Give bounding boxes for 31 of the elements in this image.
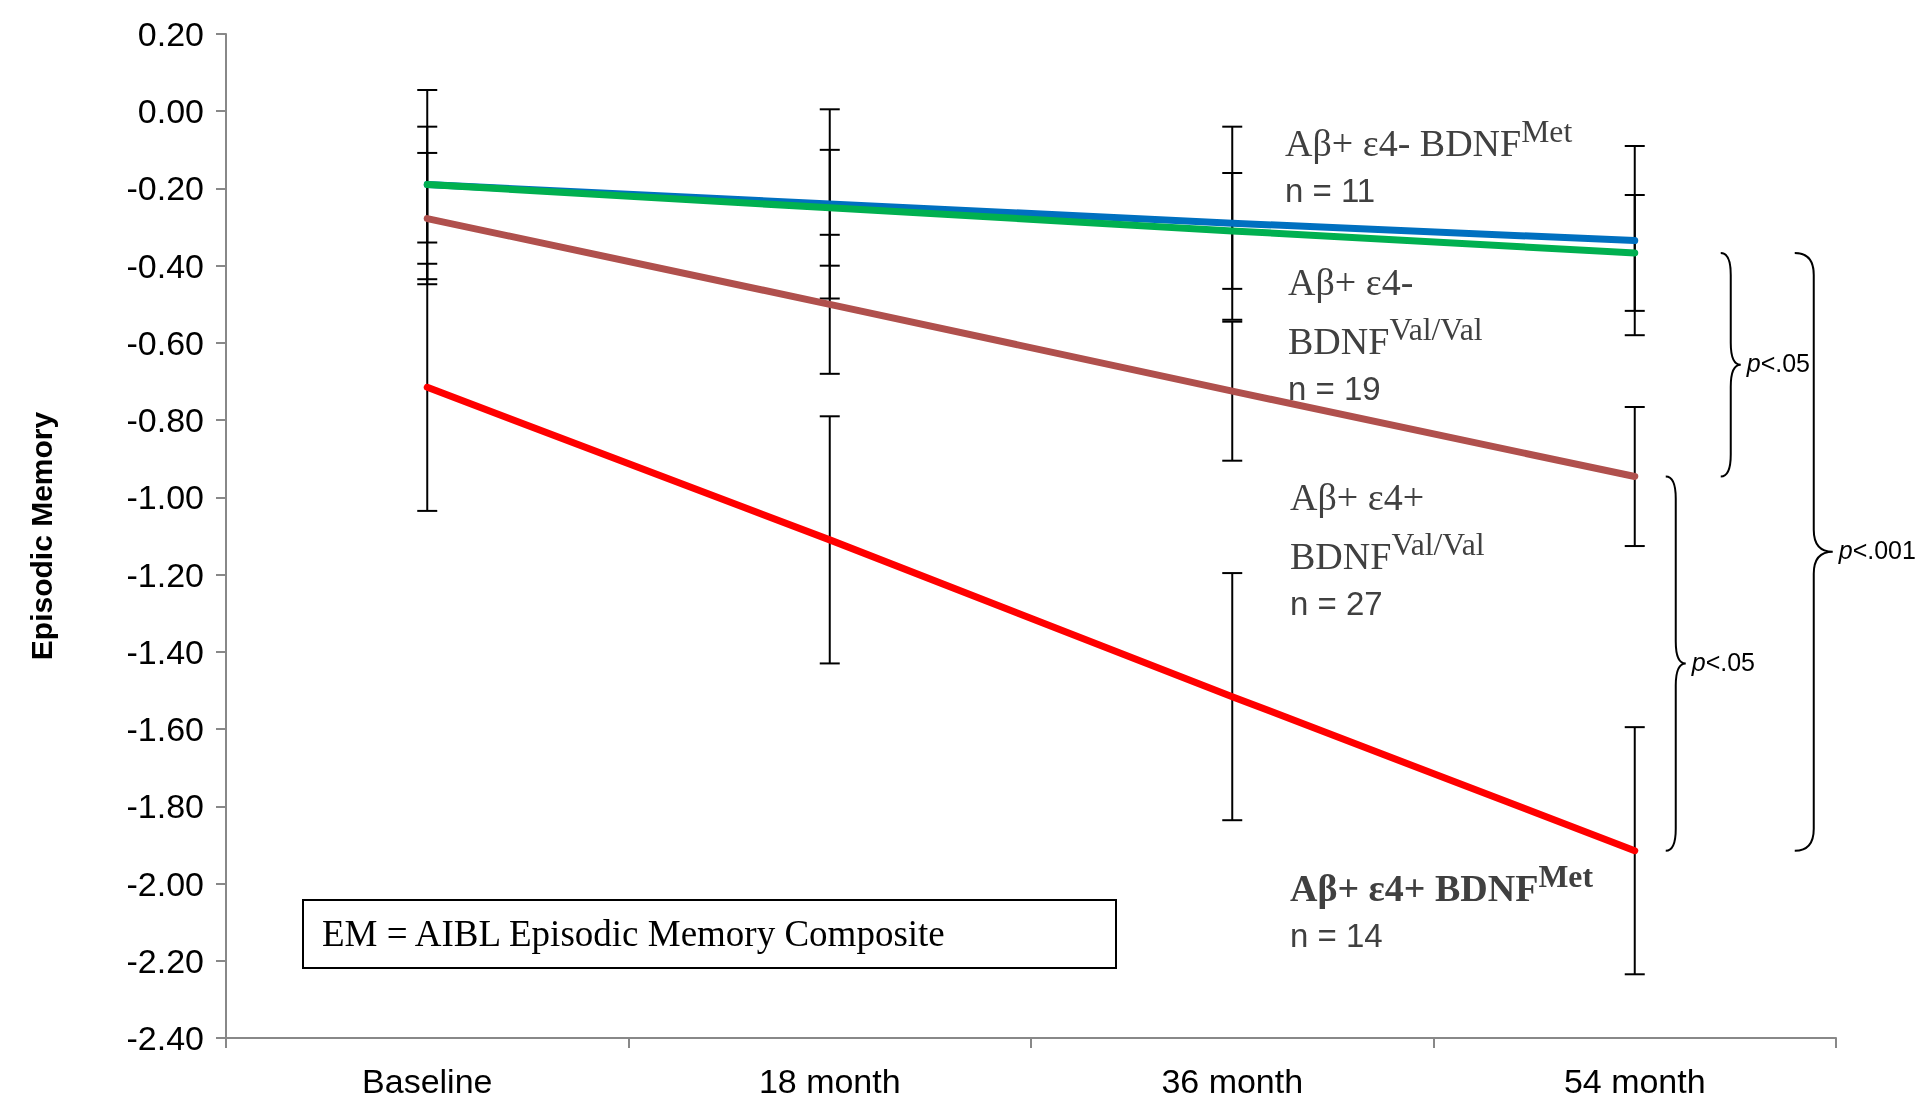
y-tick-label: -1.80: [126, 787, 204, 826]
y-tick-label: 0.20: [137, 15, 204, 53]
y-tick-label: -0.80: [126, 401, 204, 440]
annotation: p<.05: [1691, 647, 1756, 676]
y-tick-label: -1.60: [126, 710, 204, 749]
y-axis-title: Episodic Memory: [24, 411, 58, 661]
x-tick-label: 36 month: [1161, 1062, 1304, 1100]
series-label: Aβ+ ε4+ BDNF$^{Val/Val}$: [1290, 475, 1485, 579]
annotation: n = 27: [1290, 583, 1384, 624]
series-label: Aβ+ ε4- BDNF$^{Met}$: [1285, 113, 1573, 166]
annotation: n = 11: [1285, 170, 1377, 211]
series-label: Aβ+ ε4+ BDNF$^{Met}$: [1290, 858, 1593, 911]
x-tick-label: 54 month: [1563, 1062, 1706, 1100]
x-tick-label: 18 month: [758, 1062, 901, 1100]
y-tick-label: -2.40: [126, 1019, 204, 1057]
annotation: n = 14: [1290, 915, 1384, 956]
annotation: p<.05: [1746, 348, 1811, 377]
annotation: EM = AIBL Episodic Memory Composite: [302, 899, 1117, 969]
y-tick-label: -1.20: [126, 555, 204, 594]
annotation: n = 19: [1288, 368, 1382, 409]
text: p<.001: [1838, 535, 1916, 564]
y-tick-label: -0.60: [126, 323, 204, 362]
y-tick-label: -1.40: [126, 632, 204, 671]
y-tick-label: -1.00: [126, 478, 204, 517]
y-tick-label: -0.40: [126, 246, 204, 285]
series-label: Aβ+ ε4- BDNF$^{Val/Val}$: [1288, 260, 1483, 364]
y-tick-label: -0.20: [126, 169, 204, 208]
x-tick-label: Baseline: [362, 1062, 493, 1100]
y-tick-label: -2.00: [126, 864, 204, 903]
y-tick-label: -2.20: [126, 941, 204, 980]
y-tick-label: 0.00: [137, 92, 204, 131]
